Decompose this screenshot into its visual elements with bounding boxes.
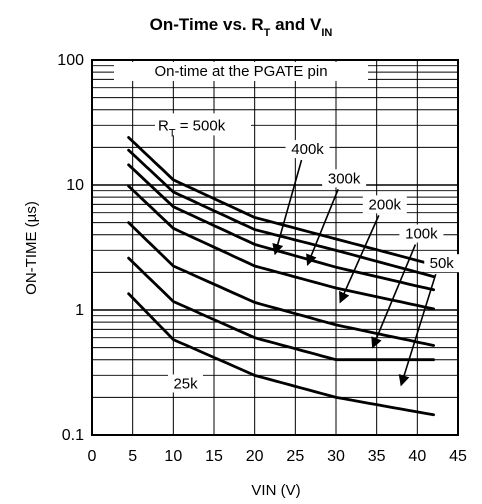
curve-label-bg (168, 374, 204, 393)
x-tick-label: 0 (88, 448, 97, 465)
series-label-500k: RT = 500k (158, 117, 226, 139)
x-axis-label: VIN (V) (251, 482, 300, 499)
y-tick-label: 100 (57, 52, 84, 69)
x-tick-label: 20 (246, 448, 264, 465)
x-axis-ticks: 0 5 10 15 20 25 30 35 40 45 (88, 448, 467, 465)
curve-label-bg (362, 195, 407, 214)
y-axis-ticks: 0.1 1 10 100 (57, 52, 84, 444)
x-tick-label: 10 (164, 448, 182, 465)
series-curves (127, 136, 435, 417)
label-arrows (272, 159, 437, 387)
label-arrow-200k (339, 215, 380, 304)
x-tick-label: 25 (286, 448, 304, 465)
label-arrow-300k (306, 189, 339, 266)
series-line-50k (127, 256, 435, 362)
y-axis-label: ON-TIME (µs) (23, 201, 40, 295)
pgate-annotation: On-time at the PGATE pin (154, 63, 327, 80)
series-line-25k (127, 292, 435, 417)
series-label-25k: 25k (173, 375, 198, 392)
curve-label-bg (424, 254, 460, 273)
x-tick-label: 40 (408, 448, 426, 465)
series-line-300k (127, 163, 435, 292)
series-label-50k: 50k (430, 255, 455, 272)
curve-label-bg (322, 169, 367, 188)
series-line-500k (127, 136, 435, 267)
series-label-400k: 400k (291, 141, 324, 158)
curve-label-bg (399, 224, 444, 243)
y-tick-label: 10 (66, 177, 84, 194)
label-arrow-400k (272, 159, 303, 256)
x-tick-label: 15 (205, 448, 223, 465)
plot-area (91, 59, 459, 436)
y-tick-label: 1 (75, 302, 84, 319)
x-tick-label: 30 (327, 448, 345, 465)
series-line-100k (127, 221, 435, 347)
series-label-100k: 100k (405, 226, 438, 243)
x-tick-label: 5 (128, 448, 137, 465)
series-label-300k: 300k (328, 170, 361, 187)
x-tick-label: 45 (449, 448, 467, 465)
y-tick-label: 0.1 (62, 427, 84, 444)
series-label-200k: 200k (369, 196, 402, 213)
series-line-200k (127, 184, 435, 311)
curve-labels: On-time at the PGATE pin RT = 500k 400k3… (114, 62, 460, 393)
label-arrow-100k (371, 244, 417, 349)
curve-label-bg (285, 140, 330, 159)
label-arrow-50k (398, 273, 437, 387)
chart-title: On-Time vs. RT and VIN (150, 15, 333, 39)
x-tick-label: 35 (368, 448, 386, 465)
series-line-400k (127, 148, 435, 278)
